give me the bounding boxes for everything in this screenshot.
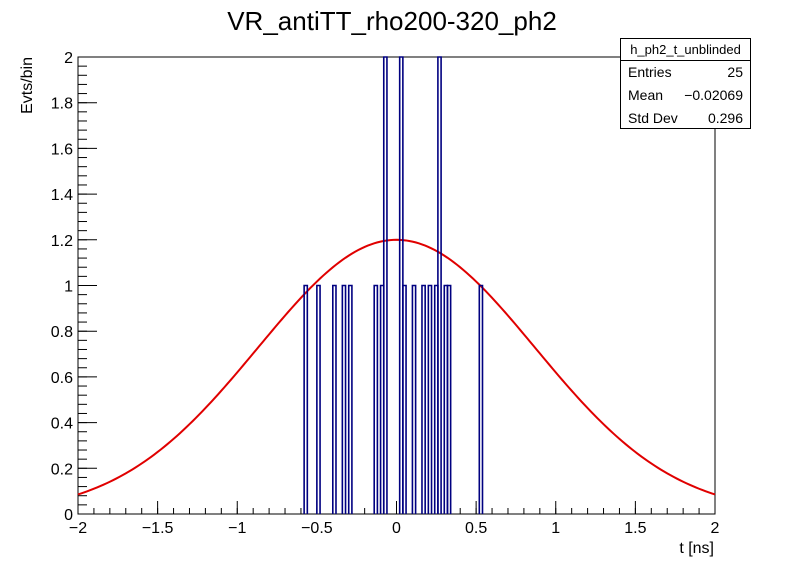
gaussian-fit bbox=[77, 238, 716, 496]
histogram-bin bbox=[303, 284, 309, 514]
histogram-bin bbox=[437, 56, 442, 514]
stats-value: −0.02069 bbox=[684, 87, 743, 103]
x-tick-label: 0.5 bbox=[465, 520, 487, 537]
x-tick-label: −2 bbox=[69, 520, 87, 537]
x-tick-label: −1.5 bbox=[142, 520, 174, 537]
y-tick-label: 0.4 bbox=[51, 416, 73, 433]
histogram-bin bbox=[316, 284, 321, 514]
histogram-bin bbox=[427, 284, 433, 514]
histogram-bin bbox=[411, 284, 417, 514]
histogram-bin bbox=[373, 284, 379, 514]
y-tick-label: 1.6 bbox=[51, 141, 73, 158]
histogram-bin bbox=[347, 284, 353, 514]
histogram-bin bbox=[382, 56, 388, 514]
axis-ticks: −2 −1.5 −1 −0.5 0 0.5 1 1.5 2 0 0.2 0.4 0.6 0.8 1 1.2 1.… bbox=[51, 50, 720, 537]
x-tick-label: 1.5 bbox=[624, 520, 646, 537]
y-tick-label: 0.2 bbox=[51, 461, 73, 478]
y-tick-label: 2 bbox=[64, 50, 73, 67]
histogram-bin bbox=[421, 284, 426, 514]
x-tick-label: −1 bbox=[228, 520, 246, 537]
stats-label: Mean bbox=[628, 87, 664, 103]
chart-title: VR_antiTT_rho200-320_ph2 bbox=[227, 6, 557, 36]
y-tick-label: 0.8 bbox=[51, 324, 73, 341]
stats-row-mean: Mean −0.02069 bbox=[621, 84, 750, 107]
y-tick-label: 1.8 bbox=[51, 96, 73, 113]
stats-label: Entries bbox=[628, 64, 672, 80]
y-tick-label: 0 bbox=[64, 507, 73, 524]
x-tick-label: −0.5 bbox=[301, 520, 333, 537]
stats-value: 25 bbox=[727, 64, 743, 80]
x-tick-label: 1 bbox=[551, 520, 560, 537]
histogram-bin bbox=[332, 284, 337, 514]
fit-curve bbox=[77, 238, 716, 496]
stats-label: Std Dev bbox=[628, 110, 678, 126]
y-axis-label: Evts/bin bbox=[19, 57, 36, 114]
histogram-bin bbox=[341, 284, 347, 514]
x-tick-label: 0 bbox=[392, 520, 401, 537]
stats-box: h_ph2_t_unblinded Entries 25 Mean −0.020… bbox=[620, 38, 751, 129]
y-tick-label: 1.4 bbox=[51, 187, 73, 204]
y-tick-label: 1 bbox=[64, 279, 73, 296]
stats-title: h_ph2_t_unblinded bbox=[621, 39, 750, 61]
histogram-bin bbox=[402, 284, 407, 514]
histogram-bin bbox=[446, 284, 452, 514]
x-axis-label: t [ns] bbox=[679, 540, 714, 557]
y-tick-label: 0.6 bbox=[51, 370, 73, 387]
stats-row-entries: Entries 25 bbox=[621, 61, 750, 84]
histogram-bars bbox=[303, 56, 484, 514]
histogram-bin bbox=[478, 284, 484, 514]
x-tick-label: 2 bbox=[711, 520, 720, 537]
stats-row-stddev: Std Dev 0.296 bbox=[621, 107, 750, 130]
stats-value: 0.296 bbox=[707, 110, 743, 126]
y-tick-label: 1.2 bbox=[51, 233, 73, 250]
